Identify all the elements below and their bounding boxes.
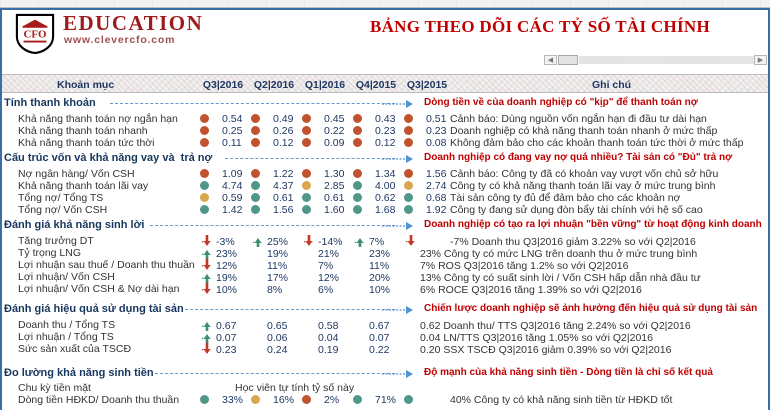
svg-text:CFO: CFO [23,28,46,40]
